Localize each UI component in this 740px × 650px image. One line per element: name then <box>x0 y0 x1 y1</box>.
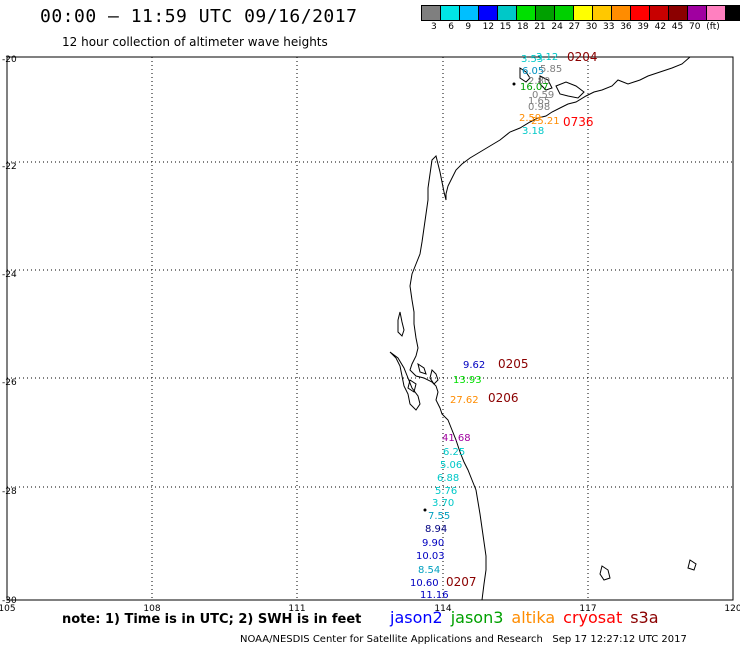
lon-label: 117 <box>579 604 596 614</box>
wave-height-value: 10.60 <box>410 578 439 589</box>
legend-label-9: 30 <box>585 22 598 32</box>
pass-time-label: 0204 <box>567 50 598 64</box>
wave-height-readings: 3.533.12 0204 6.055.852.8016.070.591.650.9… <box>410 50 598 601</box>
legend-label-10: 33 <box>603 22 615 32</box>
wave-height-value: 10.03 <box>416 551 445 562</box>
satellite-s3a: s3a <box>630 608 659 627</box>
legend-label-2: 9 <box>465 22 472 32</box>
marker-dot <box>512 82 516 86</box>
lon-label: 114 <box>434 604 451 614</box>
wave-height-value: 1.65 <box>528 96 550 107</box>
legend-label-11: 36 <box>620 22 632 32</box>
wave-height-value: 7.55 <box>428 511 450 522</box>
legend-label-16: (ft) <box>706 22 720 32</box>
wave-height-value: 2.80 <box>528 76 550 87</box>
lat-label: -22 <box>2 162 17 172</box>
wave-height-value: 8.94 <box>425 524 447 535</box>
satellite-altika: altika <box>511 608 556 627</box>
legend-label-6: 21 <box>534 22 546 32</box>
wave-height-value: 3.53 <box>521 54 543 65</box>
wave-height-value: 0.59 <box>532 90 554 101</box>
latitude-labels: -20 -22 -24 -26 -28 -30 <box>2 55 17 606</box>
lon-label: 120 <box>724 604 740 614</box>
legend-label-15: 70 <box>689 22 701 32</box>
wave-height-value: 3.18 <box>522 126 544 137</box>
lat-label: -20 <box>2 55 17 65</box>
wave-height-value: 3.12 <box>536 52 558 63</box>
satellite-jason3: jason3 <box>450 608 504 627</box>
legend-label-14: 45 <box>671 22 684 32</box>
wave-height-value: 25.21 <box>531 116 560 127</box>
satellite-jason2: jason2 <box>390 608 443 627</box>
wave-height-value: 16.07 <box>520 82 549 93</box>
lon-label: 111 <box>288 604 305 614</box>
wave-height-value: 5.85 <box>540 64 562 75</box>
satellite-cryosat: cryosat <box>563 608 623 627</box>
legend-label-8: 27 <box>568 22 581 32</box>
wave-height-value: 6.25 <box>443 447 465 458</box>
legend-swatch-16 <box>725 5 740 21</box>
color-legend <box>421 5 740 21</box>
credit-text: NOAA/NESDIS Center for Satellite Applica… <box>240 634 543 645</box>
pass-time-label: 0207 <box>446 575 477 589</box>
lat-label: -24 <box>2 270 17 280</box>
wave-height-value: 9.62 <box>463 360 485 371</box>
lon-label: 105 <box>0 604 16 614</box>
legend-label-13: 42 <box>654 22 667 32</box>
pass-time-label: 0736 <box>563 115 594 129</box>
wave-height-value: 6.88 <box>437 473 459 484</box>
wave-height-value: 6.05 <box>522 66 544 77</box>
legend-label-5: 18 <box>517 22 529 32</box>
legend-label-7: 24 <box>551 22 563 32</box>
lon-label: 108 <box>143 604 160 614</box>
lat-label: -30 <box>2 596 17 606</box>
legend-label-12: 39 <box>637 22 649 32</box>
lat-label: -28 <box>2 487 17 497</box>
page-title: 00:00 – 11:59 UTC 09/16/2017 <box>40 6 358 27</box>
note-text: note: 1) Time is in UTC; 2) SWH is in fe… <box>62 612 362 627</box>
pass-time-label: 0206 <box>488 391 519 405</box>
wave-height-value: 13.93 <box>453 375 482 386</box>
legend-label-0: 3 <box>431 22 437 32</box>
satellite-legend: jason2 jason3 altika cryosat s3a <box>390 608 667 627</box>
wave-height-value: 3.70 <box>432 498 454 509</box>
map-frame <box>6 56 734 601</box>
legend-label-1: 6 <box>448 22 454 32</box>
credit-footer: NOAA/NESDIS Center for Satellite Applica… <box>240 634 687 645</box>
wave-height-value: 5.06 <box>440 460 462 471</box>
wave-height-value: 5.76 <box>435 486 457 497</box>
wave-height-value: 0.98 <box>528 102 550 113</box>
lat-label: -26 <box>2 378 17 388</box>
page-subtitle: 12 hour collection of altimeter wave hei… <box>62 35 328 49</box>
legend-label-3: 12 <box>482 22 495 32</box>
map-grid <box>7 57 733 600</box>
longitude-labels: 105 108 111 114 117 120 <box>0 604 740 614</box>
wave-height-value: 9.90 <box>422 538 444 549</box>
wave-height-value: 8.54 <box>418 565 440 576</box>
pass-time-label: 0205 <box>498 357 529 371</box>
timestamp-text: Sep 17 12:27:12 UTC 2017 <box>552 634 687 645</box>
wave-height-value: 41.68 <box>442 433 471 444</box>
wave-height-value: 27.62 <box>450 395 479 406</box>
wave-height-value: 2.59 <box>519 113 541 124</box>
wave-height-value: 11.16 <box>420 590 449 601</box>
marker-dot <box>423 508 427 512</box>
legend-label-4: 15 <box>499 22 512 32</box>
coastline <box>389 56 697 601</box>
